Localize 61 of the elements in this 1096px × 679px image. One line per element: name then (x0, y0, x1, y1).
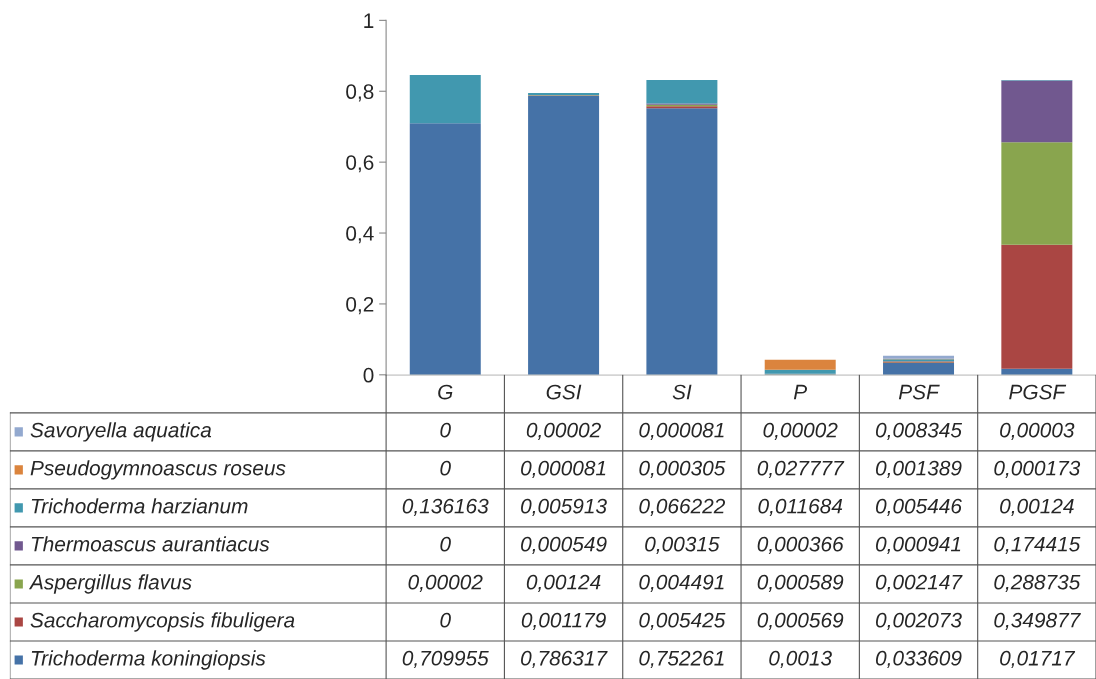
data-label: 0,011684 (758, 498, 843, 516)
x-tick-label: PSF (898, 384, 940, 400)
data-label: 0,786317 (521, 650, 608, 669)
data-label: 0,000173 (994, 460, 1081, 478)
data-label: 0,001389 (875, 460, 962, 478)
data-label: 0,000081 (639, 422, 724, 440)
data-label: 0 (440, 536, 451, 552)
data-label: 0,066222 (639, 498, 726, 516)
data-label: 0,00002 (526, 422, 601, 440)
legend-label: Trichoderma harzianum (31, 498, 248, 514)
data-label: 0,002147 (875, 574, 963, 592)
data-label: 0,00002 (408, 574, 483, 592)
y-tick-label: 0 (363, 367, 374, 383)
data-label: 0,000549 (521, 536, 607, 554)
legend-label: Thermoascus aurantiacus (31, 536, 270, 552)
data-label: 0,027777 (757, 460, 845, 478)
data-label: 0,005446 (875, 498, 962, 516)
data-label: 0,000569 (757, 612, 844, 631)
legend-label: Savoryella aquatica (30, 422, 212, 442)
x-tick-label: P (793, 384, 808, 400)
data-label: 0,288735 (994, 574, 1081, 592)
data-label: 0,000366 (757, 536, 844, 554)
data-label: 0,709955 (402, 650, 489, 669)
data-label: 0,001179 (521, 612, 606, 631)
data-label: 0,033609 (875, 650, 962, 669)
legend-label: Pseudogymnoascus roseus (30, 460, 286, 480)
data-label: 0,174415 (994, 536, 1081, 554)
data-label: 0,005913 (521, 498, 607, 516)
data-label: 0 (440, 460, 451, 476)
data-label: 0,00003 (1000, 422, 1075, 440)
x-tick-label: GSI (546, 384, 582, 400)
x-tick-label: SI (672, 384, 692, 400)
data-label: 0,000305 (639, 460, 726, 478)
data-label: 0,000081 (521, 460, 606, 478)
data-label: 0,00124 (1000, 498, 1074, 516)
data-label: 0,004491 (639, 574, 724, 592)
data-label: 0,00124 (526, 574, 601, 592)
y-tick-label: 0,2 (346, 296, 374, 315)
legend-label: Saccharomycopsis fibuligera (30, 612, 295, 632)
y-tick-label: 0,6 (346, 155, 374, 173)
y-tick-label: 0,4 (346, 226, 374, 244)
data-label: 0,752261 (639, 650, 724, 669)
data-label: 0,005425 (639, 612, 726, 631)
data-label: 0 (440, 422, 451, 438)
data-label: 0,136163 (402, 498, 489, 516)
legend-label: Aspergillus flavus (28, 574, 192, 594)
x-tick-label: PGSF (1009, 384, 1067, 400)
data-label: 0,002073 (875, 612, 962, 631)
data-label: 0,00002 (763, 422, 838, 440)
data-label: 0,000941 (875, 536, 961, 554)
y-tick-label: 0,8 (346, 84, 374, 102)
data-label: 0,008345 (875, 422, 963, 440)
x-tick-label: G (438, 384, 453, 400)
legend-label: Trichoderma koningiopsis (31, 650, 266, 670)
data-label: 0,00315 (645, 536, 720, 554)
data-label: 0,000589 (757, 574, 844, 592)
data-label: 0,349877 (994, 612, 1081, 631)
y-tick-label: 1 (364, 13, 374, 28)
data-label: 0 (440, 612, 451, 628)
data-label: 0,01717 (1000, 650, 1076, 669)
data-label: 0,0013 (769, 650, 832, 669)
